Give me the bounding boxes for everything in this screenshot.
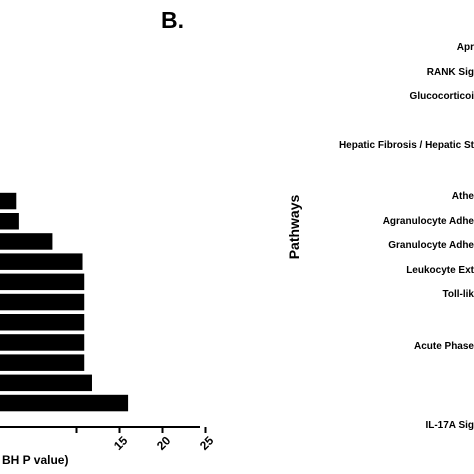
bar (0, 374, 92, 392)
panel-a: 15 20 25 BH P value) (0, 192, 217, 467)
bar (0, 213, 19, 230)
y-axis-title: Pathways (286, 194, 302, 259)
panel-label-b: B. (161, 7, 184, 33)
bar (0, 394, 129, 412)
bar (0, 233, 53, 250)
pathway-label: Leukocyte Ext (406, 265, 474, 276)
pathway-label: Agranulocyte Adhe (383, 216, 474, 227)
pathway-label: Acute Phase (414, 341, 474, 352)
bar (0, 192, 17, 210)
bar (0, 314, 85, 331)
pathway-label: Athe (452, 191, 474, 202)
x-tick-label: 15 (111, 433, 131, 453)
bar (0, 273, 85, 291)
pathway-label: IL-17A Sig (425, 420, 474, 431)
pathway-label: RANK Sig (427, 67, 474, 78)
pathway-labels-group: Apr RANK Sig Glucocorticoi Hepatic Fibrosis… (339, 42, 474, 431)
pathway-label: Glucocorticoi (410, 91, 474, 102)
x-axis-title: BH P value) (2, 453, 68, 467)
bar (0, 253, 83, 270)
bars-group (0, 192, 129, 412)
pathway-label: Apr (457, 42, 474, 53)
bar (0, 334, 85, 351)
pathway-label: Hepatic Fibrosis / Hepatic St (339, 140, 474, 151)
bar (0, 293, 85, 311)
pathway-label: Granulocyte Adhe (388, 240, 474, 251)
x-tick-label: 25 (197, 433, 217, 453)
bar (0, 354, 85, 371)
pathway-label: Toll-lik (443, 289, 474, 300)
x-tick-label: 20 (154, 433, 174, 453)
x-ticks-group: 15 20 25 (75, 427, 217, 453)
panel-b: B. Pathways Apr RANK Sig Glucocorticoi Hepa… (161, 7, 474, 431)
